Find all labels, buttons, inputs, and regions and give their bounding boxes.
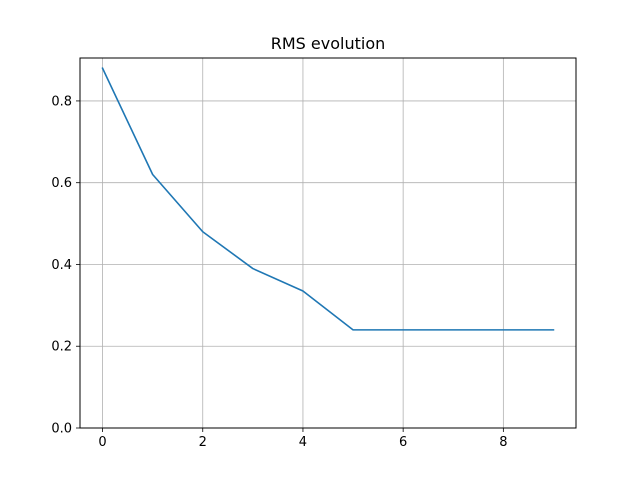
x-tick-label: 2 [199, 435, 207, 450]
x-tick-label: 0 [98, 435, 106, 450]
series-line [101, 67, 555, 331]
axes-frame [79, 57, 577, 429]
grid [80, 58, 576, 429]
y-tick-label: 0.8 [51, 94, 72, 109]
y-tick-label: 0.4 [51, 258, 72, 273]
y-tick-label: 0.0 [51, 422, 72, 437]
ticks: 0 2 4 6 8 0.0 0.2 0.4 0.6 0.8 [51, 94, 507, 450]
x-tick-label: 8 [499, 435, 507, 450]
x-tick-label: 4 [299, 435, 307, 450]
chart-title: RMS evolution [271, 34, 386, 53]
series-layer [101, 67, 555, 331]
x-tick-label: 6 [399, 435, 407, 450]
y-tick-label: 0.6 [51, 176, 72, 191]
y-tick-label: 0.2 [51, 340, 72, 355]
